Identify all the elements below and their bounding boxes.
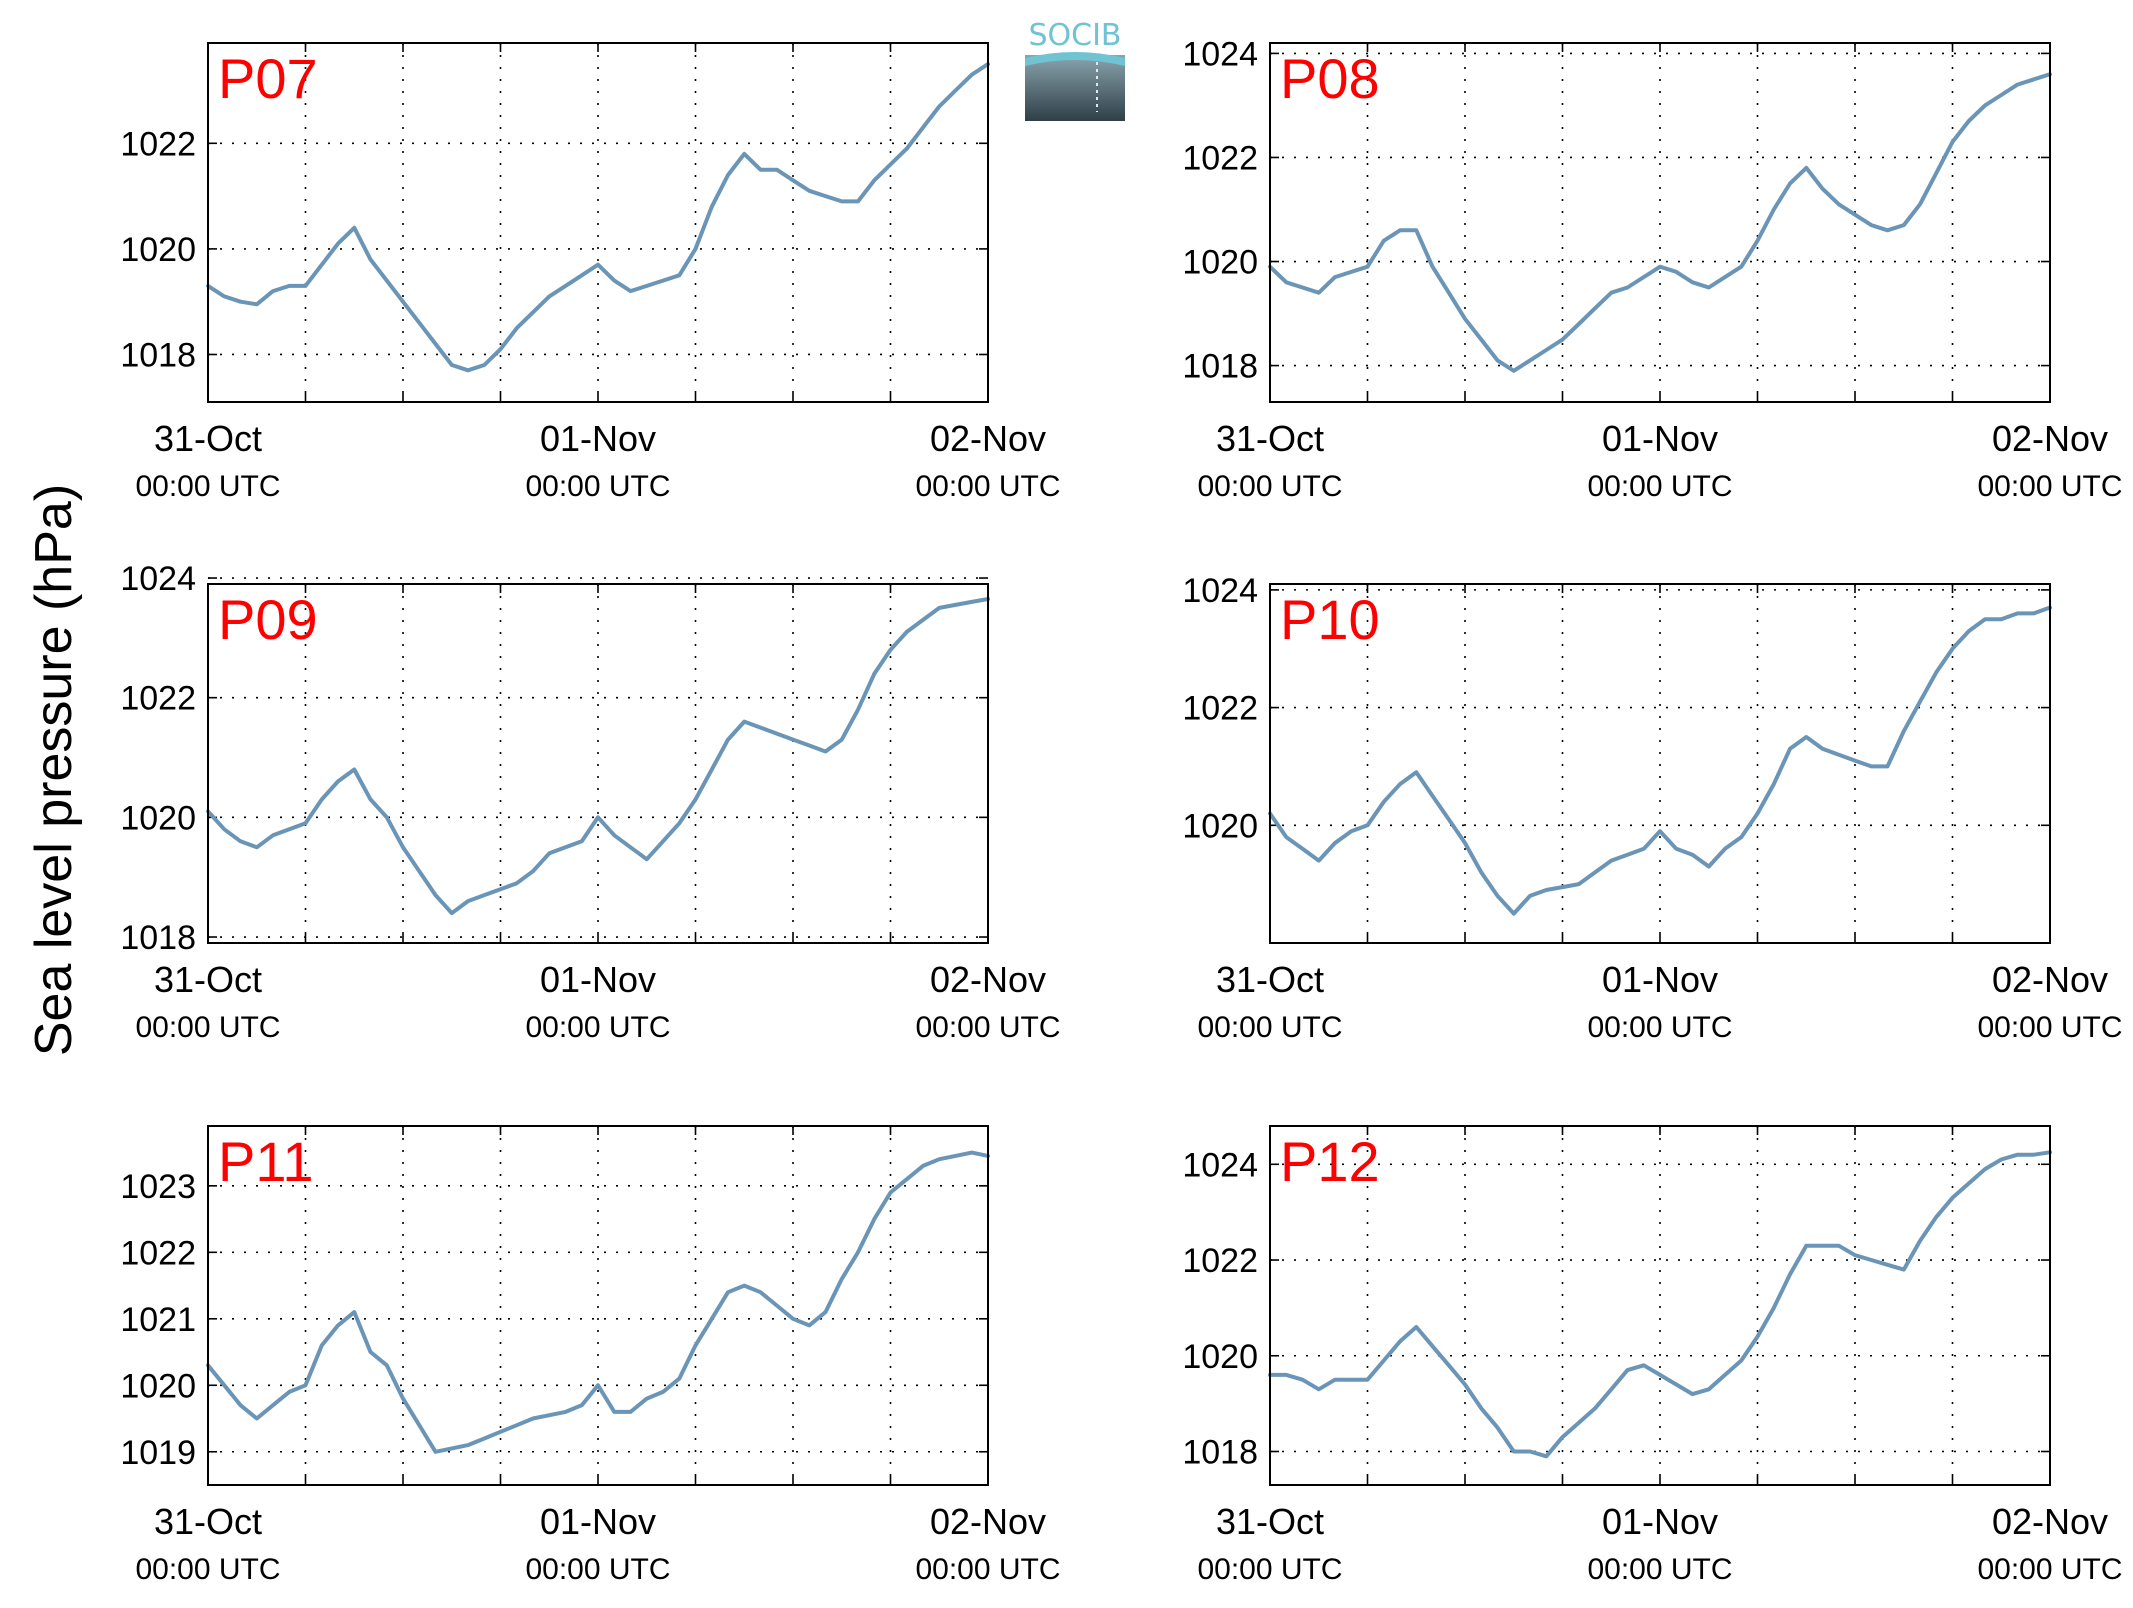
axes-frame <box>1269 583 2051 944</box>
pressure-line-p10 <box>1268 605 2052 916</box>
x-tick-date: 02-Nov <box>1992 1501 2108 1542</box>
x-tick-time: 00:00 UTC <box>1977 1553 2122 1586</box>
x-tick-date: 31-Oct <box>1216 1501 1324 1542</box>
x-tick-date: 01-Nov <box>1602 1501 1718 1542</box>
y-tick-label: 1019 <box>120 1434 196 1472</box>
x-tick-date: 31-Oct <box>1216 959 1324 1000</box>
x-tick-date: 01-Nov <box>540 418 656 459</box>
y-tick-label: 1018 <box>1182 1433 1258 1471</box>
axes-frame <box>207 583 989 944</box>
station-label: P09 <box>218 588 318 651</box>
y-tick-label: 1018 <box>120 919 196 957</box>
y-tick-label: 1020 <box>1182 1338 1258 1376</box>
x-tick-time: 00:00 UTC <box>1977 470 2122 503</box>
panel-p10: 1020 1022 1024 P10 31-Oct 00:00 UTC 01-Nov 00:0… <box>1182 572 2122 1044</box>
x-tick-time: 00:00 UTC <box>1197 1553 1342 1586</box>
axes-frame <box>207 1125 989 1486</box>
panel-p08: 1018 1020 1022 1024 P08 31-Oct 00:00 UTC 01-Nov… <box>1182 35 2122 503</box>
station-label: P12 <box>1280 1130 1380 1193</box>
y-tick-label: 1021 <box>120 1301 196 1339</box>
x-tick-time: 00:00 UTC <box>915 470 1060 503</box>
x-tick-time: 00:00 UTC <box>915 1011 1060 1044</box>
x-tick-date: 02-Nov <box>1992 418 2108 459</box>
x-tick-date: 02-Nov <box>930 1501 1046 1542</box>
y-tick-label: 1024 <box>1182 572 1258 610</box>
y-tick-label: 1022 <box>1182 139 1258 177</box>
y-tick-label: 1023 <box>120 1168 196 1206</box>
y-tick-label: 1020 <box>1182 807 1258 845</box>
panel-p11: 1019 1020 1021 1022 1023 P11 31-Oct 00:00 UTC 01… <box>120 1125 1061 1586</box>
panel-p07: 1018 1020 1022 P07 31-Oct 00:00 UTC 01-Nov 00:0… <box>120 42 1061 503</box>
x-tick-date: 01-Nov <box>1602 418 1718 459</box>
y-tick-label: 1024 <box>1182 35 1258 73</box>
y-tick-label: 1020 <box>120 799 196 837</box>
x-tick-date: 31-Oct <box>154 959 262 1000</box>
y-tick-label: 1022 <box>120 1234 196 1272</box>
x-tick-time: 00:00 UTC <box>1197 470 1342 503</box>
axes-frame <box>1269 42 2051 403</box>
x-tick-time: 00:00 UTC <box>1587 1553 1732 1586</box>
x-tick-date: 02-Nov <box>930 418 1046 459</box>
axes-frame <box>1269 1125 2051 1486</box>
x-tick-time: 00:00 UTC <box>1977 1011 2122 1044</box>
x-tick-date: 31-Oct <box>154 1501 262 1542</box>
x-tick-time: 00:00 UTC <box>1587 470 1732 503</box>
x-tick-time: 00:00 UTC <box>1587 1011 1732 1044</box>
panel-p12: 1018 1020 1022 1024 P12 31-Oct 00:00 UTC 01-Nov… <box>1182 1125 2123 1586</box>
station-label: P11 <box>218 1130 313 1193</box>
y-tick-label: 1018 <box>120 336 196 374</box>
axes-frame <box>207 42 989 403</box>
socib-logo: SOCIB <box>1025 18 1125 121</box>
station-label: P10 <box>1280 588 1380 651</box>
pressure-line-p09 <box>206 597 990 916</box>
y-tick-label: 1022 <box>120 680 196 718</box>
y-tick-label: 1024 <box>120 560 196 598</box>
pressure-line-p07 <box>206 62 990 373</box>
y-tick-label: 1022 <box>1182 1242 1258 1280</box>
x-tick-time: 00:00 UTC <box>135 1553 280 1586</box>
y-tick-label: 1024 <box>1182 1146 1258 1184</box>
station-label: P07 <box>218 47 318 110</box>
logo-text: SOCIB <box>1028 18 1121 53</box>
y-tick-label: 1018 <box>1182 348 1258 386</box>
x-tick-time: 00:00 UTC <box>525 470 670 503</box>
y-tick-label: 1020 <box>120 231 196 269</box>
logo-block <box>1025 55 1125 121</box>
pressure-line-p12 <box>1268 1150 2052 1459</box>
figure-ylabel: Sea level pressure (hPa) <box>25 484 83 1056</box>
panel-p09: 1018 1020 1022 1024 P09 31-Oct 00:00 UTC 01-Nov… <box>120 560 1060 1044</box>
x-tick-date: 01-Nov <box>1602 959 1718 1000</box>
logo-wave <box>1025 52 1125 66</box>
x-tick-time: 00:00 UTC <box>525 1553 670 1586</box>
station-label: P08 <box>1280 47 1380 110</box>
pressure-line-p11 <box>206 1150 990 1454</box>
x-tick-date: 31-Oct <box>154 418 262 459</box>
x-tick-date: 31-Oct <box>1216 418 1324 459</box>
x-tick-time: 00:00 UTC <box>1197 1011 1342 1044</box>
x-tick-date: 01-Nov <box>540 1501 656 1542</box>
y-tick-label: 1022 <box>1182 690 1258 728</box>
x-tick-time: 00:00 UTC <box>525 1011 670 1044</box>
x-tick-date: 02-Nov <box>930 959 1046 1000</box>
x-tick-time: 00:00 UTC <box>915 1553 1060 1586</box>
chart-panels: 1018 1020 1022 P07 31-Oct 00:00 UTC 01-Nov 00:0… <box>120 35 2122 1586</box>
x-tick-time: 00:00 UTC <box>135 1011 280 1044</box>
y-tick-label: 1022 <box>120 125 196 163</box>
y-tick-label: 1020 <box>1182 244 1258 282</box>
x-tick-date: 01-Nov <box>540 959 656 1000</box>
y-tick-label: 1020 <box>120 1367 196 1405</box>
pressure-line-p08 <box>1268 72 2052 373</box>
x-tick-date: 02-Nov <box>1992 959 2108 1000</box>
x-tick-time: 00:00 UTC <box>135 470 280 503</box>
